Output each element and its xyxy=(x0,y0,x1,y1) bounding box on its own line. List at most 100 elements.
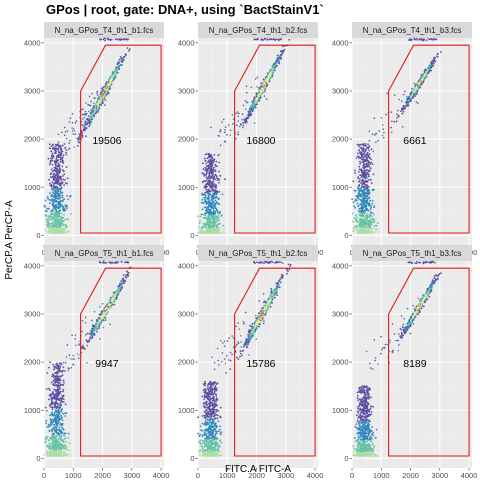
event-point xyxy=(259,87,261,89)
event-point xyxy=(58,224,61,227)
event-point xyxy=(58,183,61,186)
event-point xyxy=(371,202,374,205)
event-point xyxy=(352,227,354,229)
event-point xyxy=(358,165,361,168)
event-point xyxy=(53,179,56,181)
event-point xyxy=(48,199,51,201)
event-point xyxy=(275,65,278,68)
event-point xyxy=(68,142,70,144)
event-point xyxy=(197,225,200,228)
event-point xyxy=(121,60,124,63)
event-point xyxy=(217,154,219,157)
event-point xyxy=(52,170,54,173)
event-point xyxy=(58,144,60,147)
event-point xyxy=(213,219,216,221)
event-point xyxy=(65,166,68,169)
event-point xyxy=(367,175,370,177)
event-point xyxy=(413,92,415,95)
event-point xyxy=(214,169,217,172)
event-point xyxy=(52,147,55,150)
event-point xyxy=(52,155,55,158)
event-point xyxy=(215,184,218,187)
event-point xyxy=(364,171,366,174)
event-point xyxy=(401,108,404,111)
facet-strip-label: N_na_GPos_T4_th1_b3.fcs xyxy=(363,26,462,35)
event-point xyxy=(369,215,372,218)
event-point xyxy=(370,158,373,161)
event-point xyxy=(244,108,247,111)
event-point xyxy=(88,110,90,113)
event-point xyxy=(61,169,64,172)
event-point xyxy=(208,182,211,184)
event-point xyxy=(362,215,365,218)
event-point xyxy=(365,225,368,228)
event-point xyxy=(67,432,70,435)
event-point xyxy=(51,228,54,231)
event-point xyxy=(54,193,57,196)
event-point xyxy=(433,59,435,62)
event-point xyxy=(216,218,218,221)
event-point xyxy=(247,110,250,113)
event-point xyxy=(261,88,264,90)
event-point xyxy=(357,186,360,188)
event-point xyxy=(198,228,201,230)
event-point xyxy=(209,190,212,193)
event-point xyxy=(207,223,210,226)
event-point xyxy=(221,193,224,196)
event-point xyxy=(207,177,209,180)
event-point xyxy=(203,200,206,203)
event-point xyxy=(55,407,58,410)
event-point xyxy=(378,130,381,132)
event-point xyxy=(240,123,242,126)
event-point xyxy=(201,172,204,175)
chart-title: GPos | root, gate: DNA+, using `BactStai… xyxy=(46,2,324,17)
event-point xyxy=(371,212,374,214)
event-point xyxy=(57,133,60,136)
event-point xyxy=(51,159,54,162)
event-point xyxy=(355,218,357,221)
event-point xyxy=(368,228,371,230)
event-point xyxy=(48,217,50,219)
event-point xyxy=(365,195,368,198)
event-point xyxy=(64,131,67,133)
event-point xyxy=(206,167,209,170)
event-point xyxy=(245,119,248,122)
event-point xyxy=(51,164,54,166)
event-point xyxy=(103,91,106,94)
event-point xyxy=(218,135,220,137)
event-point xyxy=(48,163,51,166)
event-point xyxy=(374,134,376,136)
event-point xyxy=(95,105,98,108)
y-tick-label: 0 xyxy=(344,231,348,240)
event-point xyxy=(210,199,213,201)
gate-count-label: 16800 xyxy=(246,135,275,147)
event-point xyxy=(355,157,358,159)
event-point xyxy=(214,178,217,181)
event-point xyxy=(211,174,214,177)
event-point xyxy=(363,200,366,203)
event-point xyxy=(47,218,50,221)
event-point xyxy=(62,401,65,403)
event-point xyxy=(204,194,207,197)
event-point xyxy=(411,93,414,96)
event-point xyxy=(101,99,104,101)
event-point xyxy=(50,211,52,214)
event-point xyxy=(205,188,208,191)
event-point xyxy=(87,118,89,120)
event-point xyxy=(366,159,369,162)
event-point xyxy=(361,198,364,201)
event-point xyxy=(229,134,232,136)
event-point xyxy=(57,150,60,152)
event-point xyxy=(64,209,67,212)
event-point xyxy=(108,79,111,82)
event-point xyxy=(250,86,253,89)
event-point xyxy=(420,76,423,79)
event-point xyxy=(59,154,62,157)
event-point xyxy=(218,217,220,219)
event-point xyxy=(358,225,361,228)
event-point xyxy=(390,126,392,129)
gate-polygon xyxy=(80,44,162,234)
event-point xyxy=(48,178,50,181)
event-point xyxy=(376,222,379,225)
